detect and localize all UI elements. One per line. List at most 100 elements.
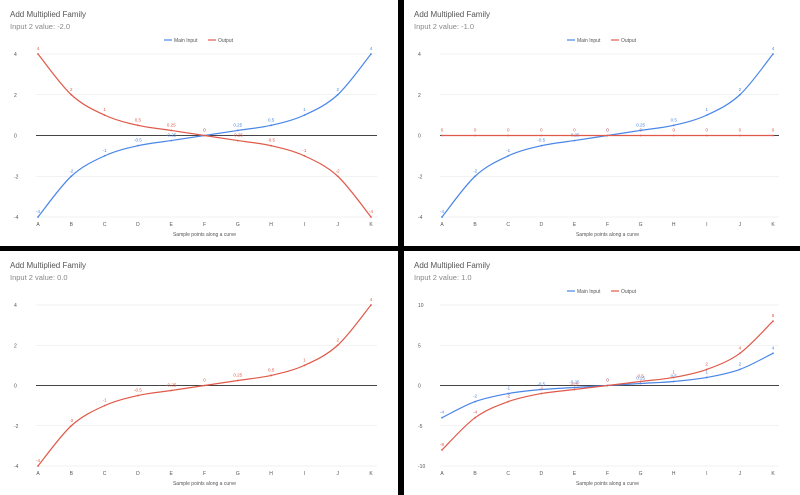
data-point — [70, 175, 73, 178]
data-label: -0.25 — [233, 133, 244, 138]
data-label: 0 — [203, 128, 206, 133]
x-tick-label: D — [539, 471, 543, 477]
data-point — [336, 93, 339, 96]
x-tick-label: I — [706, 471, 707, 477]
data-label: 2 — [70, 87, 73, 92]
x-axis-label: Sample points along a curve — [173, 481, 236, 487]
data-point — [540, 144, 543, 147]
chart-title: Add Multiplied Family — [10, 261, 87, 270]
data-point — [137, 394, 139, 397]
data-label: 0 — [639, 128, 642, 133]
y-tick-label: -4 — [418, 215, 423, 221]
data-point — [639, 380, 642, 383]
data-point — [705, 368, 708, 371]
y-tick-label: 2 — [14, 343, 17, 349]
data-label: 0.5 — [268, 117, 275, 122]
data-label: 1 — [672, 369, 675, 374]
y-tick-label: -4 — [14, 464, 19, 470]
data-point — [739, 134, 741, 137]
data-point — [507, 400, 510, 403]
x-tick-label: F — [606, 222, 609, 228]
chart-panel-2: Add Multiplied Family Input 2 value: -1.… — [404, 0, 800, 246]
x-tick-label: C — [103, 222, 107, 228]
chart-panel-3: Add Multiplied Family Input 2 value: 0.0… — [0, 251, 398, 495]
x-tick-label: J — [739, 471, 742, 477]
data-point — [772, 53, 774, 55]
x-tick-label: G — [236, 471, 240, 477]
data-point — [303, 364, 306, 367]
x-tick-label: H — [672, 222, 676, 228]
data-point — [370, 216, 372, 218]
data-point — [672, 380, 675, 383]
data-point — [370, 304, 372, 306]
data-label: 2 — [336, 87, 339, 92]
data-point — [236, 139, 239, 142]
data-label: 2 — [739, 87, 742, 92]
data-point — [739, 93, 741, 96]
y-tick-label: 4 — [14, 52, 17, 58]
x-tick-label: J — [336, 222, 339, 228]
data-point — [540, 388, 543, 391]
data-label: -0.25 — [166, 133, 177, 138]
y-tick-label: 0 — [14, 384, 17, 390]
x-tick-label: D — [136, 222, 140, 228]
data-label: 1 — [303, 357, 306, 362]
y-tick-label: -10 — [418, 464, 425, 470]
data-label: 1 — [706, 107, 709, 112]
data-point — [606, 384, 609, 387]
data-point — [441, 449, 443, 451]
y-tick-label: 10 — [418, 303, 424, 309]
data-label: -2 — [69, 418, 73, 423]
data-point — [739, 368, 741, 371]
data-label: 0 — [606, 378, 609, 383]
data-label: -2 — [506, 394, 510, 399]
data-label: 1 — [706, 369, 709, 374]
chart-panel-1: Add Multiplied Family Input 2 value: -2.… — [0, 0, 398, 246]
data-point — [474, 400, 476, 403]
x-tick-label: E — [573, 471, 577, 477]
data-label: -0.5 — [134, 138, 142, 143]
data-label: 0 — [706, 128, 709, 133]
data-point — [103, 154, 106, 157]
data-point — [203, 134, 206, 137]
data-point — [705, 134, 708, 137]
x-axis-label: Sample points along a curve — [576, 232, 639, 238]
chart-svg-2: 4 2 0 -2 -4 A B C D E F G H I J K Sample points along a … — [418, 38, 779, 238]
data-point — [672, 134, 675, 137]
data-label: 4 — [772, 345, 775, 350]
data-label: 4 — [772, 46, 775, 51]
data-label: -0.5 — [571, 382, 579, 387]
data-point — [739, 352, 741, 355]
x-tick-label: B — [473, 222, 477, 228]
data-point — [103, 404, 106, 407]
data-point — [70, 424, 73, 427]
x-tick-label: K — [771, 471, 775, 477]
data-point — [370, 53, 372, 55]
data-label: -1 — [302, 148, 306, 153]
data-point — [672, 124, 675, 127]
data-point — [474, 416, 476, 419]
x-tick-label: A — [36, 471, 40, 477]
data-label: -1 — [103, 148, 107, 153]
data-label: -2 — [69, 168, 73, 173]
data-point — [474, 175, 476, 178]
data-label: 0.25 — [167, 122, 176, 127]
data-label: 0 — [672, 128, 675, 133]
x-tick-label: K — [771, 222, 775, 228]
data-label: 0 — [606, 128, 609, 133]
data-point — [37, 216, 39, 218]
data-label: 0.5 — [135, 117, 142, 122]
chart-panel-4: Add Multiplied Family Input 2 value: 1.0… — [404, 251, 800, 495]
x-tick-label: D — [539, 222, 543, 228]
data-label: -2 — [473, 394, 477, 399]
data-point — [441, 134, 443, 137]
data-point — [639, 134, 642, 137]
legend-label: Main Input — [577, 38, 601, 44]
data-label: 0.25 — [233, 122, 242, 127]
x-tick-label: E — [170, 222, 174, 228]
data-label: -2 — [336, 168, 340, 173]
data-point — [772, 134, 774, 137]
data-label: -0.5 — [134, 388, 142, 393]
x-tick-label: A — [440, 222, 444, 228]
